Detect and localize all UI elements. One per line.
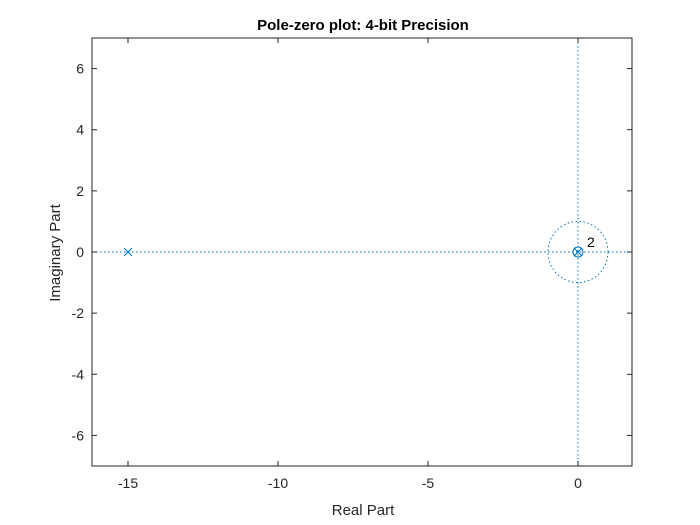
multiplicity-label: 2	[587, 234, 595, 250]
x-axis-label: Real Part	[332, 502, 395, 519]
x-tick-label: -5	[422, 475, 435, 491]
pole-marker	[123, 247, 133, 257]
y-tick-label: 4	[76, 122, 84, 138]
y-axis-label: Imaginary Part	[47, 203, 64, 301]
y-tick-label: -4	[72, 366, 85, 382]
pole-marker	[573, 247, 583, 257]
x-tick-label: -10	[268, 475, 288, 491]
zero-marker	[572, 246, 584, 258]
x-ticks: -15 -10 -5 0	[118, 38, 582, 491]
x-tick-label: 0	[574, 475, 582, 491]
y-ticks: -6 -4 -2 0 2 4 6	[72, 61, 632, 443]
unit-circle	[547, 220, 609, 284]
y-tick-label: 0	[76, 244, 84, 260]
y-tick-label: 6	[76, 61, 84, 77]
x-tick-label: -15	[118, 475, 138, 491]
guides	[92, 38, 632, 466]
y-tick-label: 2	[76, 183, 84, 199]
y-tick-label: -6	[72, 427, 85, 443]
y-tick-label: -2	[72, 305, 85, 321]
markers: 2	[123, 234, 595, 258]
chart-title: Pole-zero plot: 4-bit Precision	[257, 17, 469, 34]
